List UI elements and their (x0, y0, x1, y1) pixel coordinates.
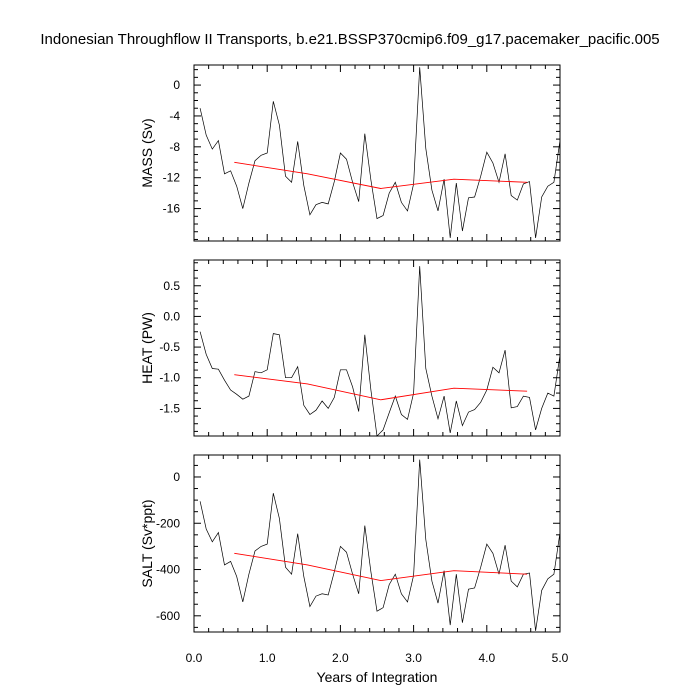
trend-line (234, 552, 528, 582)
y-tick-label: -1.0 (159, 371, 180, 385)
y-tick-label: -200 (156, 516, 180, 530)
plot-frame-1 (193, 64, 561, 242)
x-axis-label: Years of Integration (317, 669, 438, 685)
plot-frame-3 (193, 454, 561, 633)
x-tick-label: 1.0 (259, 651, 276, 665)
y-tick-label: -8 (169, 140, 180, 154)
y-tick-label: 0 (173, 470, 180, 484)
y-axis-label: HEAT (PW) (139, 312, 155, 384)
y-tick-label: 0.0 (163, 309, 180, 323)
x-tick-label: 0.0 (186, 651, 203, 665)
x-tick-label: 2.0 (332, 651, 349, 665)
y-tick-label: -400 (156, 563, 180, 577)
trend-line (234, 374, 528, 401)
y-tick-label: -4 (169, 109, 180, 123)
x-tick-label: 3.0 (405, 651, 422, 665)
series-line (199, 459, 561, 631)
plot-frame-2 (193, 259, 561, 437)
series-line (199, 67, 561, 238)
x-tick-label: 4.0 (478, 651, 495, 665)
trend-line (234, 161, 528, 189)
y-tick-label: 0 (173, 78, 180, 92)
chart-title: Indonesian Throughflow II Transports, b.… (40, 31, 660, 48)
y-tick-label: 0.5 (163, 279, 180, 293)
y-tick-label: -1.5 (159, 401, 180, 415)
x-tick-label: 5.0 (552, 651, 569, 665)
y-tick-label: -600 (156, 609, 180, 623)
series-line (199, 266, 561, 437)
y-tick-label: -12 (163, 171, 181, 185)
y-axis-label: MASS (Sv) (139, 118, 155, 187)
y-axis-label: SALT (Sv*ppt) (139, 499, 155, 587)
y-tick-label: -0.5 (159, 340, 180, 354)
y-tick-label: -16 (163, 202, 181, 216)
